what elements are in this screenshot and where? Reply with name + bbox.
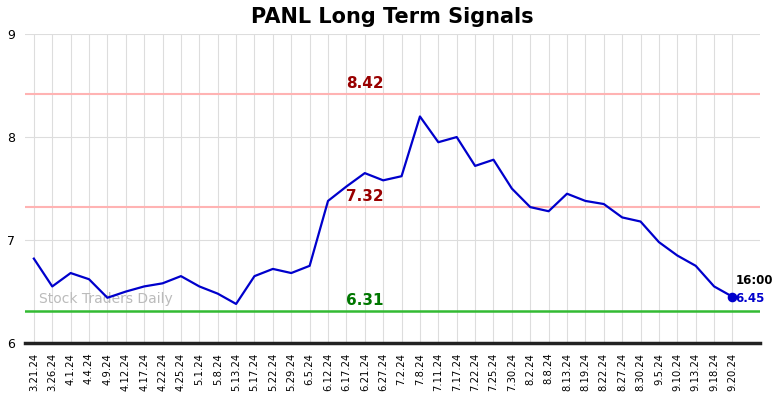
Text: 6.31: 6.31 (346, 293, 383, 308)
Text: 7.32: 7.32 (346, 189, 383, 204)
Text: 8.42: 8.42 (346, 76, 383, 91)
Point (726, 294, 739, 300)
Text: Stock Traders Daily: Stock Traders Daily (39, 292, 173, 306)
Text: 6.45: 6.45 (735, 292, 764, 305)
Title: PANL Long Term Signals: PANL Long Term Signals (251, 7, 534, 27)
Text: 16:00: 16:00 (735, 274, 773, 287)
